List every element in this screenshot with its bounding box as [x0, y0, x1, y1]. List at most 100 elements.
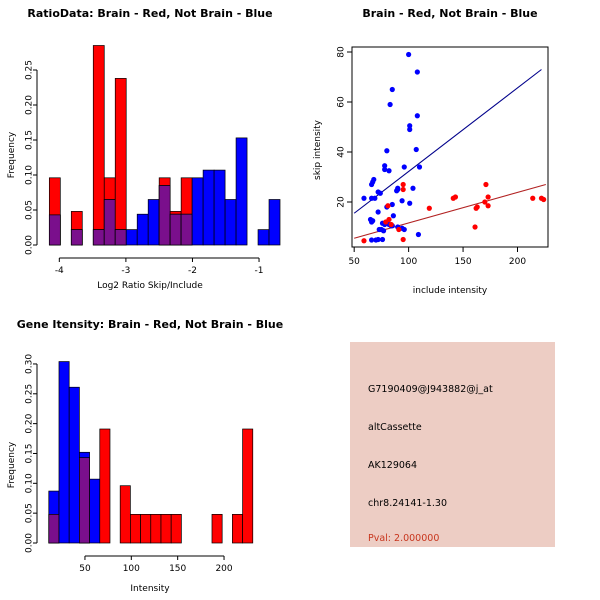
- scatter-point: [413, 146, 419, 153]
- ratio-bar-overlap: [114, 229, 127, 246]
- gene-bar-red: [150, 514, 162, 544]
- svg-text:0.10: 0.10: [25, 165, 35, 185]
- scatter-point: [450, 195, 456, 201]
- svg-text:0.25: 0.25: [25, 60, 35, 80]
- ratio-bar-blue: [257, 229, 270, 246]
- scatter-point: [401, 164, 407, 170]
- scatter-point: [406, 51, 412, 58]
- svg-text:50: 50: [348, 257, 360, 267]
- accession-text: AK129064: [368, 460, 417, 471]
- svg-text:0.15: 0.15: [25, 443, 35, 463]
- scatter-point: [384, 148, 390, 154]
- svg-text:0.15: 0.15: [25, 130, 35, 150]
- gene-bar-red: [211, 514, 223, 544]
- scatter-point: [389, 86, 395, 93]
- scatter-point: [482, 199, 488, 205]
- scatter-point: [472, 224, 478, 230]
- ratio-bar-overlap: [158, 185, 171, 246]
- scatter-point: [483, 181, 489, 188]
- svg-text:0.05: 0.05: [25, 503, 35, 523]
- ratio-bar-overlap: [48, 214, 61, 246]
- svg-text:-1: -1: [255, 266, 264, 276]
- gene-histogram-svg: 0.00 0.05 0.10 0.15 0.20 0.25 0.30 50 100 150 200: [25, 354, 254, 574]
- svg-text:-2: -2: [188, 266, 197, 276]
- svg-text:0.20: 0.20: [25, 413, 35, 433]
- scatter-point: [395, 185, 401, 191]
- svg-text:0.20: 0.20: [25, 95, 35, 115]
- ratio-histogram-svg: 0.00 0.05 0.10 0.15 0.20 0.25 -4 -3 -2 -1: [25, 45, 281, 276]
- svg-text:-3: -3: [121, 266, 130, 276]
- svg-text:200: 200: [509, 257, 526, 267]
- ratio-bar-overlap: [103, 199, 116, 246]
- scatter-point: [426, 205, 432, 211]
- gene-histogram-xlabel: Intensity: [130, 584, 170, 594]
- scatter-point: [369, 181, 375, 188]
- scatter-point: [380, 228, 387, 234]
- scatter-point: [361, 195, 367, 201]
- gene-histogram-title: Gene Itensity: Brain - Red, Not Brain - …: [16, 318, 284, 331]
- scatter-point: [415, 231, 422, 238]
- gene-bar-red: [130, 514, 141, 544]
- ratio-bar-overlap: [180, 213, 193, 246]
- gene-bar-blue: [89, 478, 101, 544]
- scatter-point: [372, 195, 378, 201]
- ratio-histogram-ylabel: Frequency: [7, 131, 17, 179]
- scatter-point: [382, 166, 388, 173]
- gene-bar-red: [99, 428, 111, 544]
- scatter-point: [382, 163, 388, 169]
- ratio-histogram-xlabel: Log2 Ratio Skip/Include: [97, 281, 203, 291]
- pvalue-text: Pval: 2.000000: [368, 533, 440, 544]
- svg-text:-4: -4: [55, 266, 64, 276]
- svg-text:0.30: 0.30: [25, 354, 35, 374]
- svg-text:150: 150: [454, 257, 471, 267]
- gene-info-box: G7190409@J943882@j_at altCassette AK1290…: [350, 342, 555, 547]
- svg-text:20: 20: [337, 196, 347, 208]
- scatter-panel: Brain - Red, Not Brain - Blue 20 40 60 80 50…: [300, 0, 600, 300]
- ratio-bar-blue: [136, 213, 149, 246]
- gene-intensity-histogram-panel: Gene Itensity: Brain - Red, Not Brain - …: [0, 300, 300, 600]
- scatter-point: [361, 238, 367, 244]
- svg-text:0.00: 0.00: [25, 533, 35, 553]
- ratio-bar-blue: [191, 177, 204, 246]
- gene-bar-red: [170, 514, 182, 544]
- ratio-bar-red: [114, 78, 127, 246]
- ratio-bar-blue: [147, 199, 160, 246]
- scatter-point: [474, 204, 480, 210]
- scatter-point: [410, 185, 416, 191]
- scatter-fit-line: [353, 69, 542, 214]
- scatter-point: [377, 190, 383, 196]
- scatter-point: [414, 69, 420, 75]
- svg-text:80: 80: [337, 46, 347, 58]
- ratio-bar-red: [92, 45, 105, 246]
- scatter-point: [387, 101, 393, 108]
- svg-text:0.00: 0.00: [25, 235, 35, 255]
- ratio-histogram-panel: RatioData: Brain - Red, Not Brain - Blue…: [0, 0, 300, 300]
- svg-text:150: 150: [169, 564, 186, 574]
- scatter-point: [396, 226, 402, 233]
- scatter-svg: 20 40 60 80 50 100 150 200: [337, 46, 549, 267]
- gene-bar-red: [242, 428, 254, 544]
- svg-text:0.05: 0.05: [25, 200, 35, 220]
- scatter-point: [400, 181, 406, 188]
- gene-histogram-ylabel: Frequency: [7, 441, 17, 489]
- gene-bar-overlap: [48, 514, 60, 544]
- scatter-point: [400, 236, 406, 243]
- ratio-bar-blue: [202, 169, 215, 246]
- gene-bar-red: [140, 514, 152, 544]
- scatter-fit-line: [354, 183, 546, 239]
- scatter-point: [401, 226, 407, 233]
- scatter-point: [407, 126, 413, 133]
- scatter-plot-box: [351, 46, 549, 248]
- scatter-point: [389, 201, 395, 208]
- scatter-point: [414, 113, 420, 119]
- locus-text: chr8.24141-1.30: [368, 498, 448, 509]
- ratio-bar-blue: [213, 169, 226, 246]
- scatter-point: [385, 203, 391, 209]
- gene-bar-red: [119, 485, 131, 544]
- scatter-xlabel: include intensity: [412, 286, 488, 296]
- scatter-point: [407, 200, 413, 206]
- svg-text:0.25: 0.25: [25, 384, 35, 404]
- scatter-point: [407, 123, 413, 129]
- probe-id-text: G7190409@J943882@j_at: [368, 384, 493, 395]
- scatter-title: Brain - Red, Not Brain - Blue: [362, 7, 538, 20]
